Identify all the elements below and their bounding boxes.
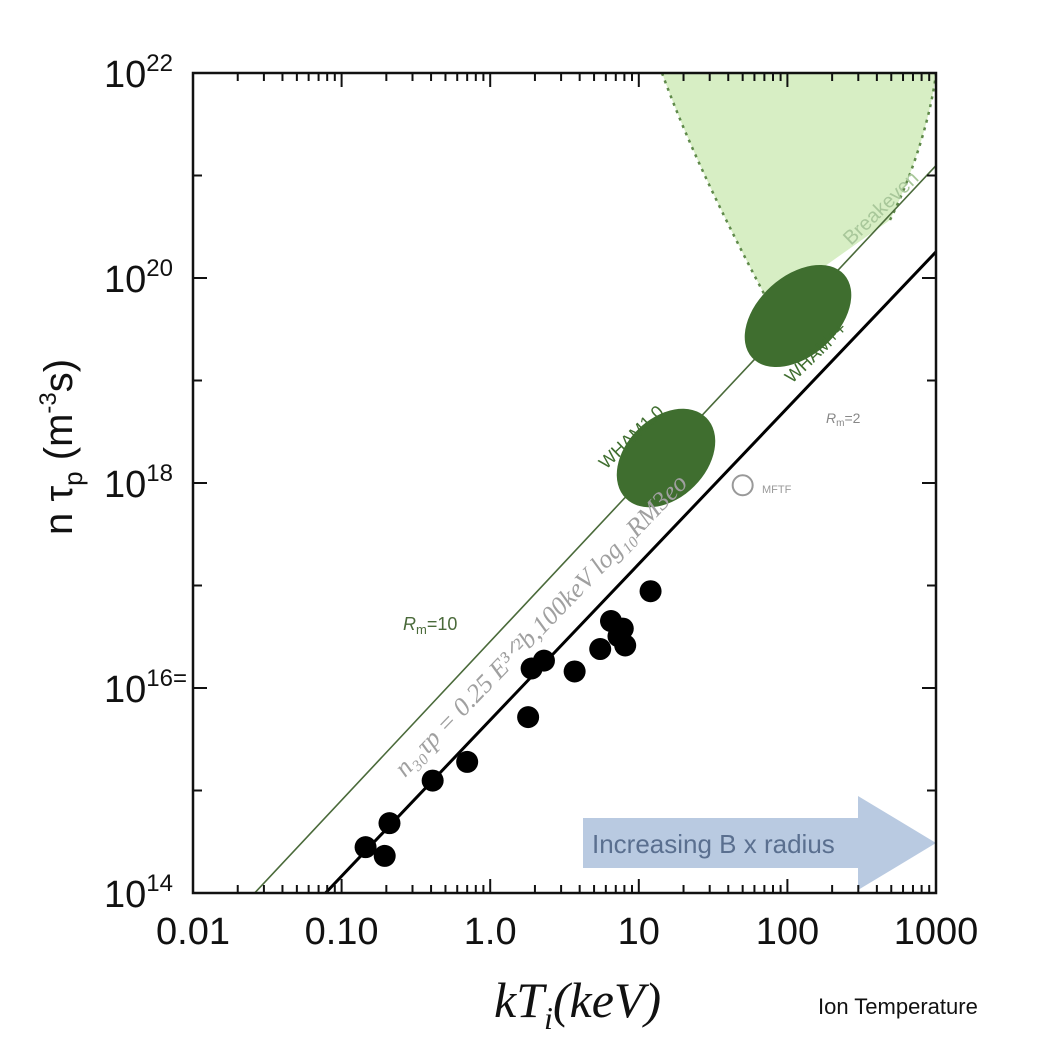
rm2-label-sub: m: [836, 418, 844, 429]
data-point: [517, 706, 540, 729]
x-tick-label: 1.0: [464, 911, 517, 953]
wham1-ellipse: [616, 408, 716, 508]
data-point: [639, 580, 662, 603]
y-axis-label: n τp (m-3s): [35, 359, 88, 535]
y-tick-label: 1018: [104, 460, 173, 506]
mftf-point: [731, 474, 754, 497]
x-tick-label: 0.01: [156, 911, 230, 953]
x-axis-label: kTi(keV): [494, 972, 661, 1036]
x-tick-label: 0.10: [305, 911, 379, 953]
rm2-label: Rm=2: [826, 410, 861, 429]
y-tick-labels: 1014 1016= 1018 1020 1022: [104, 50, 187, 916]
data-point: [532, 649, 555, 672]
axis-ticks: [192, 72, 936, 894]
rm10-label-val: =10: [427, 614, 458, 634]
x-axis-label-rest: (keV): [553, 972, 661, 1028]
rm10-label-sub: m: [416, 622, 427, 637]
x-tick-label: 100: [756, 911, 819, 953]
rm10-label: Rm=10: [403, 614, 457, 637]
whampp-ellipse: [744, 264, 852, 368]
rm10-label-r: R: [403, 614, 416, 634]
data-point: [354, 836, 377, 859]
y-tick-label: 1014: [104, 870, 173, 916]
rm2-scaling-line: [324, 250, 938, 895]
rm2-label-val: =2: [844, 410, 860, 426]
y-axis-label-prefix: n τ: [37, 486, 81, 535]
x-tick-labels: 0.01 0.10 1.0 10 100 1000: [156, 911, 978, 953]
data-point: [378, 812, 401, 835]
x-tick-label: 1000: [894, 911, 979, 953]
y-axis-label-unit-open: (m: [37, 414, 81, 472]
y-axis-label-unit-close: s): [37, 359, 81, 392]
breakeven-region: [662, 73, 936, 305]
increasing-arrow: [583, 796, 936, 890]
data-point: [614, 634, 637, 657]
x-tick-label: 10: [618, 911, 660, 953]
data-point: [563, 660, 586, 683]
data-point: [589, 638, 612, 661]
mftf-label: MFTF: [762, 484, 792, 496]
rm2-label-r: R: [826, 410, 836, 426]
increasing-arrow-label: Increasing B x radius: [592, 829, 835, 859]
data-point: [373, 844, 396, 867]
y-tick-label: 1020: [104, 255, 173, 301]
y-axis-label-unit-exp: -3: [35, 392, 62, 413]
data-point: [611, 617, 634, 640]
data-points: [354, 474, 754, 867]
x-axis-label-sub: i: [544, 1000, 553, 1036]
data-point: [421, 769, 444, 792]
y-tick-label: 1022: [104, 50, 173, 96]
data-point: [456, 750, 479, 773]
x-axis-label-main: kT: [494, 972, 547, 1028]
secondary-x-label: Ion Temperature: [818, 994, 978, 1019]
y-axis-label-sub: p: [58, 471, 88, 485]
y-tick-label: 1016=: [104, 665, 187, 711]
